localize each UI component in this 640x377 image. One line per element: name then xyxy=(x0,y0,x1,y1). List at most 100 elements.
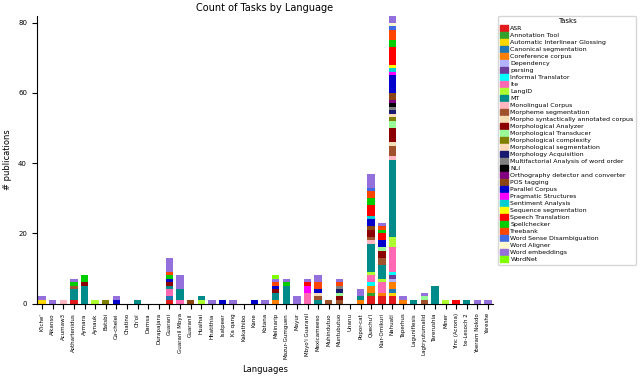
Bar xyxy=(272,286,280,290)
Bar xyxy=(378,230,385,233)
Bar xyxy=(166,258,173,272)
Bar xyxy=(357,290,364,296)
Bar xyxy=(388,272,396,276)
Bar xyxy=(388,40,396,47)
Bar xyxy=(388,68,396,72)
Bar xyxy=(177,276,184,290)
Bar xyxy=(166,279,173,282)
Bar xyxy=(272,276,280,279)
Bar xyxy=(335,296,343,300)
Bar xyxy=(166,286,173,290)
Bar xyxy=(388,30,396,40)
Bar xyxy=(378,240,385,247)
Bar xyxy=(378,265,385,279)
Bar xyxy=(388,103,396,107)
Bar xyxy=(367,230,375,237)
Bar xyxy=(378,279,385,282)
Bar xyxy=(388,159,396,237)
Bar xyxy=(272,282,280,286)
Bar xyxy=(388,72,396,75)
Bar xyxy=(272,293,280,300)
Y-axis label: # publications: # publications xyxy=(3,129,12,190)
Bar xyxy=(388,93,396,100)
Bar xyxy=(388,282,396,290)
Bar xyxy=(367,191,375,198)
Bar xyxy=(367,282,375,286)
Bar xyxy=(420,300,428,303)
Bar xyxy=(70,279,77,282)
Bar xyxy=(388,293,396,296)
Bar xyxy=(314,276,322,282)
Bar xyxy=(282,279,290,282)
Bar xyxy=(81,286,88,303)
Bar xyxy=(335,279,343,282)
Bar xyxy=(431,286,438,303)
Bar xyxy=(388,47,396,65)
Bar xyxy=(251,300,258,303)
Bar xyxy=(367,174,375,188)
Bar xyxy=(81,282,88,286)
Bar xyxy=(378,258,385,265)
Bar xyxy=(272,300,280,303)
Title: Count of Tasks by Language: Count of Tasks by Language xyxy=(196,3,333,14)
Bar xyxy=(261,300,269,303)
Bar xyxy=(102,300,109,303)
Bar xyxy=(166,300,173,303)
Bar xyxy=(314,282,322,290)
Bar xyxy=(314,290,322,293)
Bar xyxy=(367,244,375,272)
Bar xyxy=(388,142,396,146)
Bar xyxy=(388,279,396,282)
Bar xyxy=(208,300,216,303)
Bar xyxy=(367,205,375,216)
Bar xyxy=(388,26,396,30)
Bar xyxy=(272,290,280,293)
Bar xyxy=(388,100,396,103)
Bar xyxy=(399,300,407,303)
Bar xyxy=(388,290,396,293)
Bar xyxy=(378,296,385,303)
Bar xyxy=(388,0,396,23)
Bar xyxy=(177,300,184,303)
Bar xyxy=(187,300,195,303)
Bar xyxy=(325,300,332,303)
Bar xyxy=(420,296,428,300)
Bar xyxy=(388,107,396,110)
Bar xyxy=(367,272,375,276)
Bar xyxy=(367,276,375,282)
Bar xyxy=(388,110,396,114)
Bar xyxy=(304,286,311,293)
Bar xyxy=(442,300,449,303)
Bar xyxy=(70,286,77,290)
Bar xyxy=(219,300,227,303)
Bar xyxy=(388,23,396,26)
Bar xyxy=(367,240,375,244)
Bar xyxy=(314,300,322,303)
Bar xyxy=(367,286,375,293)
Bar xyxy=(388,75,396,93)
Bar xyxy=(38,296,46,300)
Bar xyxy=(166,276,173,279)
Bar xyxy=(388,114,396,118)
Bar xyxy=(304,293,311,303)
Bar xyxy=(452,300,460,303)
Bar xyxy=(388,156,396,159)
Bar xyxy=(378,247,385,251)
Bar xyxy=(367,219,375,226)
Bar xyxy=(293,296,301,303)
Bar xyxy=(335,286,343,290)
Bar xyxy=(81,276,88,282)
Bar xyxy=(166,282,173,286)
Bar xyxy=(314,293,322,296)
Bar xyxy=(388,65,396,68)
Bar xyxy=(388,247,396,272)
Bar xyxy=(230,300,237,303)
Bar xyxy=(198,300,205,303)
Bar xyxy=(410,300,417,303)
Bar xyxy=(113,300,120,303)
Bar xyxy=(463,300,470,303)
Bar xyxy=(134,300,141,303)
Bar xyxy=(367,226,375,230)
Legend: ASR, Annotation Tool, Automatic Interlinear Glossing, Canonical segmentation, Co: ASR, Annotation Tool, Automatic Interlin… xyxy=(498,15,636,265)
Bar xyxy=(367,216,375,219)
